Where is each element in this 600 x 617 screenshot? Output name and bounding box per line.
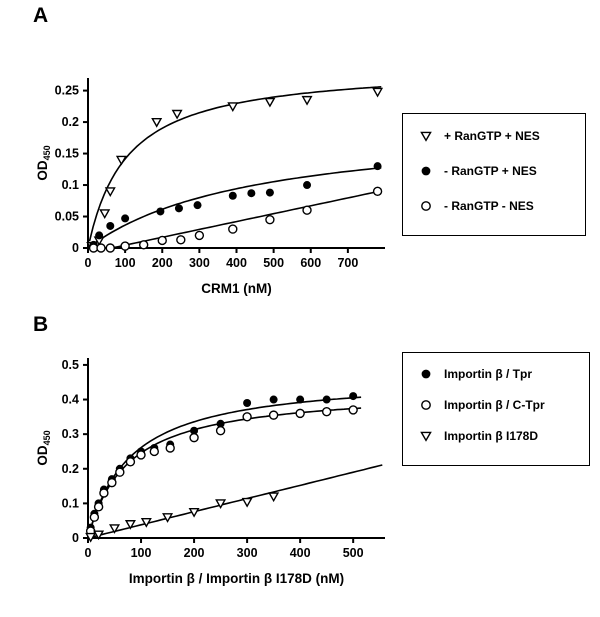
legend-label: Importin β / Tpr xyxy=(444,367,532,381)
svg-text:400: 400 xyxy=(226,256,247,270)
svg-text:0: 0 xyxy=(85,546,92,560)
svg-text:200: 200 xyxy=(152,256,173,270)
legend-entry: Importin β I178D xyxy=(419,429,589,443)
svg-text:0.3: 0.3 xyxy=(62,427,79,441)
panel-a-label: A xyxy=(33,4,49,27)
legend-label: - RanGTP - NES xyxy=(444,199,534,213)
svg-text:0: 0 xyxy=(72,531,79,545)
svg-text:200: 200 xyxy=(184,546,205,560)
legend-entry: - RanGTP - NES xyxy=(419,199,585,213)
svg-text:700: 700 xyxy=(337,256,358,270)
panel-b-label: B xyxy=(33,313,49,336)
svg-text:0.1: 0.1 xyxy=(62,178,79,192)
svg-text:0: 0 xyxy=(85,256,92,270)
svg-text:0.25: 0.25 xyxy=(55,84,79,98)
filled-circle-marker-icon xyxy=(421,369,431,379)
panel-a-legend: + RanGTP + NES - RanGTP + NES - RanGTP -… xyxy=(402,113,586,236)
svg-text:OD450: OD450 xyxy=(35,145,52,180)
triangle-open-marker-icon xyxy=(420,431,432,442)
legend-entry: Importin β / C-Tpr xyxy=(419,398,589,412)
svg-text:300: 300 xyxy=(189,256,210,270)
legend-entry: - RanGTP + NES xyxy=(419,164,585,178)
legend-label: - RanGTP + NES xyxy=(444,164,537,178)
svg-text:0.2: 0.2 xyxy=(62,115,79,129)
open-circle-marker-icon xyxy=(421,201,431,211)
panel-b-legend: Importin β / Tpr Importin β / C-Tpr Impo… xyxy=(402,352,590,466)
panel-b-chart: 0 100 200 300 400 500 0 0.1 0.2 0.3 0.4 0.5 Importin… xyxy=(35,358,385,586)
legend-label: + RanGTP + NES xyxy=(444,129,540,143)
svg-text:400: 400 xyxy=(290,546,311,560)
legend-entry: Importin β / Tpr xyxy=(419,367,589,381)
legend-entry: + RanGTP + NES xyxy=(419,129,585,143)
svg-text:0.1: 0.1 xyxy=(62,496,79,510)
svg-text:100: 100 xyxy=(115,256,136,270)
triangle-open-marker-icon xyxy=(420,131,432,142)
svg-text:OD450: OD450 xyxy=(35,430,52,465)
svg-text:500: 500 xyxy=(343,546,364,560)
svg-text:CRM1 (nM): CRM1 (nM) xyxy=(201,281,272,296)
svg-text:600: 600 xyxy=(300,256,321,270)
svg-text:0.05: 0.05 xyxy=(55,210,79,224)
svg-text:0.4: 0.4 xyxy=(62,393,79,407)
filled-circle-marker-icon xyxy=(421,166,431,176)
svg-text:500: 500 xyxy=(263,256,284,270)
legend-label: Importin β I178D xyxy=(444,429,539,443)
svg-text:100: 100 xyxy=(131,546,152,560)
open-circle-marker-icon xyxy=(421,400,431,410)
svg-text:0.2: 0.2 xyxy=(62,462,79,476)
panel-a-chart: 0 100 200 300 400 500 600 700 0 0.05 0.1 0.15 0.2 0.2… xyxy=(35,78,385,296)
svg-text:0.5: 0.5 xyxy=(62,358,79,372)
legend-label: Importin β / C-Tpr xyxy=(444,398,545,412)
svg-text:Importin β / Importin β I178D: Importin β / Importin β I178D (nM) xyxy=(129,571,344,586)
svg-text:0: 0 xyxy=(72,241,79,255)
svg-text:300: 300 xyxy=(237,546,258,560)
svg-text:0.15: 0.15 xyxy=(55,147,79,161)
